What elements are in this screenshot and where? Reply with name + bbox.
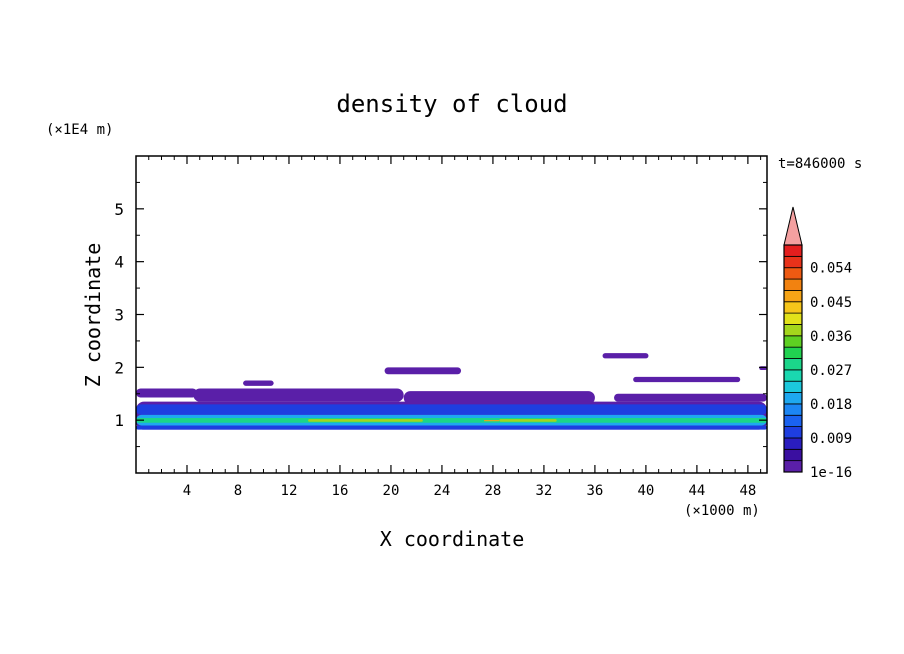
cloud-region (602, 353, 649, 359)
cloud-region (633, 376, 741, 383)
colorbar-swatch (783, 346, 803, 359)
y-tick-label: 5 (114, 200, 124, 219)
colorbar-swatch (783, 414, 803, 428)
colorbar-label: 0.036 (810, 329, 852, 345)
x-tick-label: 4 (183, 483, 191, 499)
x-tick-label: 32 (535, 483, 552, 499)
cloud-region (614, 393, 767, 402)
colorbar-swatch (783, 437, 803, 450)
cloud-region (193, 388, 404, 402)
y-tick-label: 4 (114, 253, 124, 272)
x-tick-label: 20 (383, 483, 400, 499)
cloud-region (499, 419, 557, 422)
colorbar-label: 1e-16 (810, 465, 852, 481)
cloud-region (308, 419, 423, 422)
colorbar-label: 0.009 (810, 431, 852, 447)
colorbar-swatch (783, 392, 803, 405)
y-unit-label: (×1E4 m) (46, 122, 113, 138)
cloud-region (384, 367, 462, 375)
y-tick-label: 3 (114, 306, 124, 325)
colorbar: 1e-16 0.009 0.018 0.027 0.036 0.045 0.054 (783, 206, 852, 481)
plot-area (136, 353, 767, 430)
colorbar-label: 0.054 (810, 261, 852, 277)
x-axis-label: X coordinate (380, 527, 525, 551)
cloud-region (484, 420, 500, 422)
colorbar-label: 0.045 (810, 295, 852, 311)
colorbar-swatch (783, 267, 803, 280)
y-tick-label: 2 (114, 358, 124, 377)
y-axis-label: Z coordinate (81, 243, 105, 388)
colorbar-swatch (783, 255, 803, 269)
x-tick-label: 24 (434, 483, 451, 499)
colorbar-swatch (783, 448, 803, 462)
x-tick-label: 40 (637, 483, 654, 499)
time-label: t=846000 s (778, 156, 862, 172)
x-tick-label: 12 (281, 483, 298, 499)
x-unit-label: (×1000 m) (684, 503, 760, 519)
x-tick-label: 16 (332, 483, 349, 499)
x-tick-label: 44 (688, 483, 705, 499)
colorbar-label: 0.018 (810, 397, 852, 413)
y-tick-label: 1 (114, 411, 124, 430)
x-tick-label: 28 (484, 483, 501, 499)
colorbar-overflow-arrow (783, 206, 803, 246)
chart-title: density of cloud (336, 90, 567, 118)
colorbar-swatch (783, 369, 803, 382)
colorbar-swatch (783, 244, 803, 257)
colorbar-swatch (783, 460, 803, 473)
cloud-region (136, 418, 767, 423)
x-tick-label: 36 (586, 483, 603, 499)
cloud-region (136, 425, 767, 430)
x-tick-label: 8 (234, 483, 242, 499)
cloud-region (243, 380, 274, 386)
cloud-region (403, 391, 595, 405)
colorbar-swatch (783, 426, 803, 439)
colorbar-swatch (783, 312, 803, 325)
colorbar-frame (783, 244, 803, 473)
colorbar-swatch (783, 380, 803, 393)
colorbar-swatch (783, 335, 803, 348)
colorbar-swatch (783, 289, 803, 303)
colorbar-swatch (783, 278, 803, 291)
x-tick-label: 48 (739, 483, 756, 499)
colorbar-swatch (783, 403, 803, 416)
cloud-region (136, 388, 198, 398)
colorbar-label: 0.027 (810, 363, 852, 379)
colorbar-swatch (783, 358, 803, 371)
colorbar-swatch (783, 324, 803, 337)
cloud-region (136, 404, 767, 415)
colorbar-swatch (783, 301, 803, 314)
